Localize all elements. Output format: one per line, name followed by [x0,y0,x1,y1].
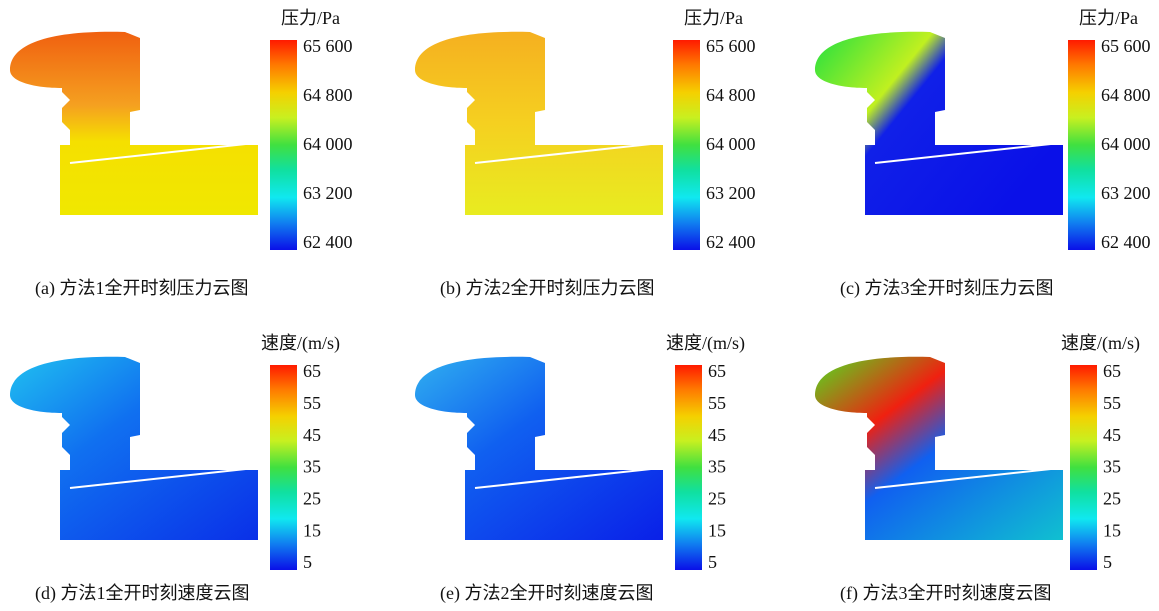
caption: (c) 方法3全开时刻压力云图 [840,278,1053,299]
legend-tick-label: 63 200 [706,183,756,203]
contour-plot [815,32,1063,215]
legend-tick-label: 64 800 [303,85,353,105]
caption: (e) 方法2全开时刻速度云图 [440,583,653,604]
contour-plot [815,357,1063,540]
caption: (a) 方法1全开时刻压力云图 [35,278,248,299]
color-bar [1068,40,1095,250]
legend-tick-label: 65 [708,361,726,381]
legend-tick-label: 64 800 [1101,85,1151,105]
legend-tick-label: 63 200 [303,183,353,203]
legend-tick-label: 35 [708,457,726,477]
legend-tick-label: 25 [1103,488,1121,508]
legend-tick-label: 35 [1103,457,1121,477]
legend-tick-label: 25 [303,488,321,508]
contour-plot [10,32,258,215]
legend-tick-label: 45 [1103,425,1121,445]
legend-tick-label: 62 400 [706,232,756,252]
legend-tick-label: 55 [708,393,726,413]
legend-tick-label: 35 [303,457,321,477]
legend-title: 压力/Pa [281,8,340,28]
panels: 压力/Pa 65 600 64 800 64 000 63 200 62 400 (a) 方… [10,8,1151,604]
legend-tick-label: 25 [708,488,726,508]
legend-title: 压力/Pa [1079,8,1138,28]
panel: 压力/Pa 65 600 64 800 64 000 63 200 62 400 (a) 方… [10,8,353,299]
color-bar [1070,365,1097,570]
panel: 速度/(m/s) 65 55 45 35 25 15 5 (f) 方法3全开时刻速度云图 [815,333,1140,604]
panel: 速度/(m/s) 65 55 45 35 25 15 5 (d) 方法1全开时刻速度云图 [10,333,340,604]
legend-tick-label: 63 200 [1101,183,1151,203]
legend-tick-label: 5 [1103,552,1112,572]
legend-tick-label: 62 400 [1101,232,1151,252]
legend-title: 速度/(m/s) [261,333,340,354]
legend-tick-label: 64 000 [1101,134,1151,154]
legend-tick-label: 45 [708,425,726,445]
legend-tick-label: 65 600 [1101,36,1151,56]
legend-title: 压力/Pa [684,8,743,28]
contour-plot [10,357,258,540]
caption: (b) 方法2全开时刻压力云图 [440,278,655,299]
legend-tick-label: 65 600 [706,36,756,56]
legend-tick-label: 45 [303,425,321,445]
panel: 压力/Pa 65 600 64 800 64 000 63 200 62 400 (c) 方… [815,8,1151,299]
caption: (f) 方法3全开时刻速度云图 [840,583,1051,604]
legend-tick-label: 5 [708,552,717,572]
figure: 压力/Pa 65 600 64 800 64 000 63 200 62 400 (a) 方… [0,0,1159,606]
legend-title: 速度/(m/s) [666,333,745,354]
contour-plot [415,357,663,540]
legend-tick-label: 15 [1103,520,1121,540]
color-bar [673,40,700,250]
legend-title: 速度/(m/s) [1061,333,1140,354]
panel: 压力/Pa 65 600 64 800 64 000 63 200 62 400 (b) 方… [415,8,756,299]
color-bar [270,365,297,570]
legend-tick-label: 65 600 [303,36,353,56]
legend-tick-label: 64 000 [706,134,756,154]
legend-tick-label: 5 [303,552,312,572]
contour-plot [415,32,663,215]
color-bar [270,40,297,250]
caption: (d) 方法1全开时刻速度云图 [35,583,250,604]
legend-tick-label: 15 [303,520,321,540]
legend-tick-label: 55 [303,393,321,413]
legend-tick-label: 64 000 [303,134,353,154]
legend-tick-label: 55 [1103,393,1121,413]
color-bar [675,365,702,570]
legend-tick-label: 65 [303,361,321,381]
legend-tick-label: 65 [1103,361,1121,381]
legend-tick-label: 15 [708,520,726,540]
legend-tick-label: 62 400 [303,232,353,252]
panel: 速度/(m/s) 65 55 45 35 25 15 5 (e) 方法2全开时刻速度云图 [415,333,745,604]
legend-tick-label: 64 800 [706,85,756,105]
